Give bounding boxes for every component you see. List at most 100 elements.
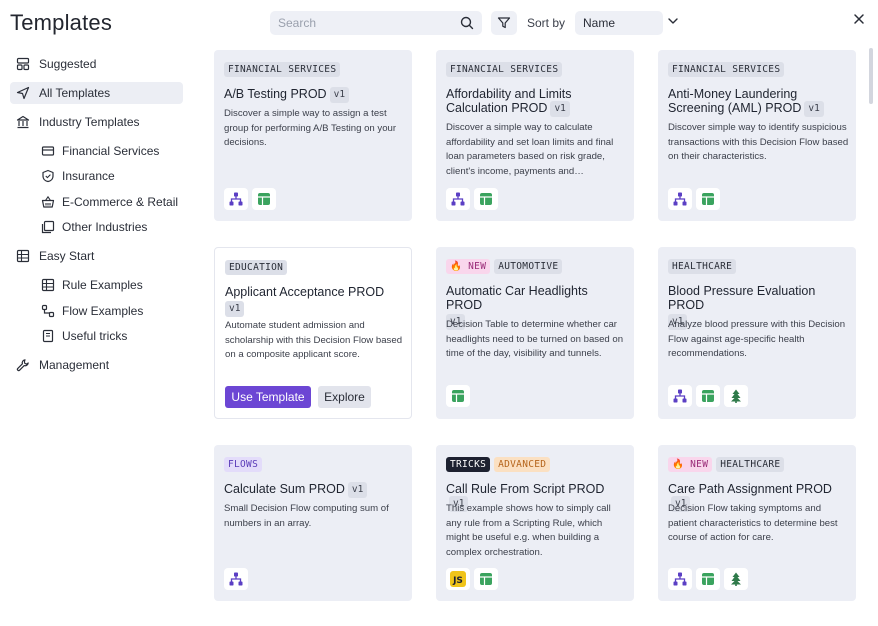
template-card[interactable]: FINANCIAL SERVICES A/B Testing PROD v1 Di… <box>214 50 412 221</box>
card-title: Affordability and Limits Calculation PRO… <box>446 87 572 117</box>
card-title: Blood Pressure Evaluation PROD v1 <box>668 284 848 330</box>
card-description: Analyze blood pressure with this Decisio… <box>668 319 846 359</box>
close-icon[interactable] <box>852 12 866 26</box>
version-badge: v1 <box>449 496 469 512</box>
table-icon <box>696 188 720 210</box>
template-card[interactable]: FINANCIAL SERVICES Affordability and Lim… <box>436 50 634 221</box>
search-input[interactable]: Search <box>270 11 482 35</box>
sidebar-item-suggested[interactable]: Suggested <box>10 53 183 75</box>
flow-icon <box>668 188 692 210</box>
credit-card-icon <box>40 143 56 159</box>
category-tag: FINANCIAL SERVICES <box>668 62 785 77</box>
shield-icon <box>40 168 56 184</box>
sort-value: Name <box>583 16 616 30</box>
template-card[interactable]: TRICKS ADVANCED Call Rule From Script PR… <box>436 445 634 601</box>
search-placeholder: Search <box>278 16 317 30</box>
category-tag: AUTOMOTIVE <box>494 259 563 274</box>
filter-button[interactable] <box>491 11 517 35</box>
js-icon: JS <box>446 568 470 590</box>
sidebar-item-flow-examples[interactable]: Flow Examples <box>10 300 183 322</box>
version-badge: v1 <box>550 101 570 117</box>
use-template-button[interactable]: Use Template <box>225 386 311 408</box>
category-tag: HEALTHCARE <box>716 457 785 472</box>
sidebar-item-label: Suggested <box>39 57 97 71</box>
category-tag: HEALTHCARE <box>668 259 737 274</box>
basket-icon <box>40 194 56 210</box>
tree-icon <box>724 568 748 590</box>
wrench-icon <box>15 357 31 373</box>
category-tag: FINANCIAL SERVICES <box>224 62 341 77</box>
sidebar-item-useful-tricks[interactable]: Useful tricks <box>10 325 183 347</box>
card-title: Call Rule From Script PRODv1 <box>446 482 626 512</box>
tree-icon <box>724 385 748 407</box>
template-card[interactable]: 🔥 NEW AUTOMOTIVE Automatic Car Headlight… <box>436 247 634 419</box>
new-tag: 🔥 NEW <box>446 259 491 274</box>
table-icon <box>15 248 31 264</box>
sidebar-item-industry-templates[interactable]: Industry Templates <box>10 111 183 133</box>
version-badge: v1 <box>347 482 368 498</box>
chevron-down-icon[interactable] <box>667 16 679 26</box>
explore-button[interactable]: Explore <box>318 386 371 408</box>
advanced-tag: ADVANCED <box>494 457 551 472</box>
sidebar-item-label: Rule Examples <box>62 278 143 292</box>
table-icon <box>474 188 498 210</box>
card-description: Discover simple way to identify suspicio… <box>668 122 849 162</box>
table-icon <box>474 568 498 590</box>
sidebar-item-label: Financial Services <box>62 144 160 158</box>
sidebar-item-label: All Templates <box>39 86 111 100</box>
sidebar-item-rule-examples[interactable]: Rule Examples <box>10 274 183 296</box>
table-icon <box>252 188 276 210</box>
new-tag: 🔥 NEW <box>668 457 713 472</box>
sidebar-item-easy-start[interactable]: Easy Start <box>10 245 183 267</box>
version-badge: v1 <box>668 314 688 330</box>
sidebar-item-label: Flow Examples <box>62 304 144 318</box>
sidebar-item-label: Management <box>39 358 110 372</box>
sidebar-item-insurance[interactable]: Insurance <box>10 165 183 187</box>
version-badge: v1 <box>329 87 350 103</box>
version-badge: v1 <box>804 101 824 117</box>
sidebar-item-financial-services[interactable]: Financial Services <box>10 140 183 162</box>
js-label: JS <box>450 571 466 587</box>
sidebar-item-label: Insurance <box>62 169 115 183</box>
sidebar-item-label: Industry Templates <box>39 115 140 129</box>
category-tag: EDUCATION <box>225 260 288 275</box>
template-card[interactable]: FLOWS Calculate Sum PROD v1 Small Decisio… <box>214 445 412 601</box>
search-icon[interactable] <box>459 15 475 31</box>
card-description: Decision Table to determine whether car … <box>446 319 624 359</box>
template-card[interactable]: FINANCIAL SERVICES Anti-Money Laundering… <box>658 50 856 221</box>
card-title: A/B Testing PROD v1 <box>224 87 404 103</box>
version-badge: v1 <box>225 301 245 317</box>
card-description: This example shows how to simply call an… <box>446 503 611 558</box>
sidebar-item-management[interactable]: Management <box>10 354 183 376</box>
template-card[interactable]: EDUCATION Applicant Acceptance PROD v1 Au… <box>214 247 412 419</box>
table-icon <box>696 568 720 590</box>
table-icon <box>696 385 720 407</box>
version-badge: v1 <box>446 314 466 330</box>
flow-icon <box>224 188 248 210</box>
sidebar-item-other-industries[interactable]: Other Industries <box>10 216 183 238</box>
card-description: Decision Flow taking symptoms and patien… <box>668 503 838 543</box>
sidebar-item-label: Other Industries <box>62 220 148 234</box>
sidebar-item-ecommerce-retail[interactable]: E-Commerce & Retail <box>10 191 183 213</box>
tricks-tag: TRICKS <box>446 457 491 472</box>
sidebar-item-label: Easy Start <box>39 249 95 263</box>
card-title: Applicant Acceptance PROD v1 <box>225 285 405 317</box>
category-tag: FINANCIAL SERVICES <box>446 62 563 77</box>
sidebar-item-label: E-Commerce & Retail <box>62 195 179 209</box>
flow-icon <box>40 303 56 319</box>
card-title: Care Path Assignment PRODv1 <box>668 482 848 512</box>
sidebar-item-all-templates[interactable]: All Templates <box>10 82 183 104</box>
bank-icon <box>15 114 31 130</box>
filter-icon <box>497 17 511 29</box>
sort-select[interactable]: Name <box>575 11 663 35</box>
flow-icon <box>224 568 248 590</box>
folders-icon <box>40 219 56 235</box>
template-card[interactable]: HEALTHCARE Blood Pressure Evaluation PRO… <box>658 247 856 419</box>
scrollbar[interactable] <box>869 48 873 104</box>
card-description: Small Decision Flow computing sum of num… <box>224 503 389 529</box>
flow-icon <box>668 385 692 407</box>
template-card[interactable]: 🔥 NEW HEALTHCARE Care Path Assignment PR… <box>658 445 856 601</box>
book-icon <box>40 328 56 344</box>
card-title: Calculate Sum PROD v1 <box>224 482 404 498</box>
card-title: Automatic Car Headlights PROD v1 <box>446 284 626 330</box>
